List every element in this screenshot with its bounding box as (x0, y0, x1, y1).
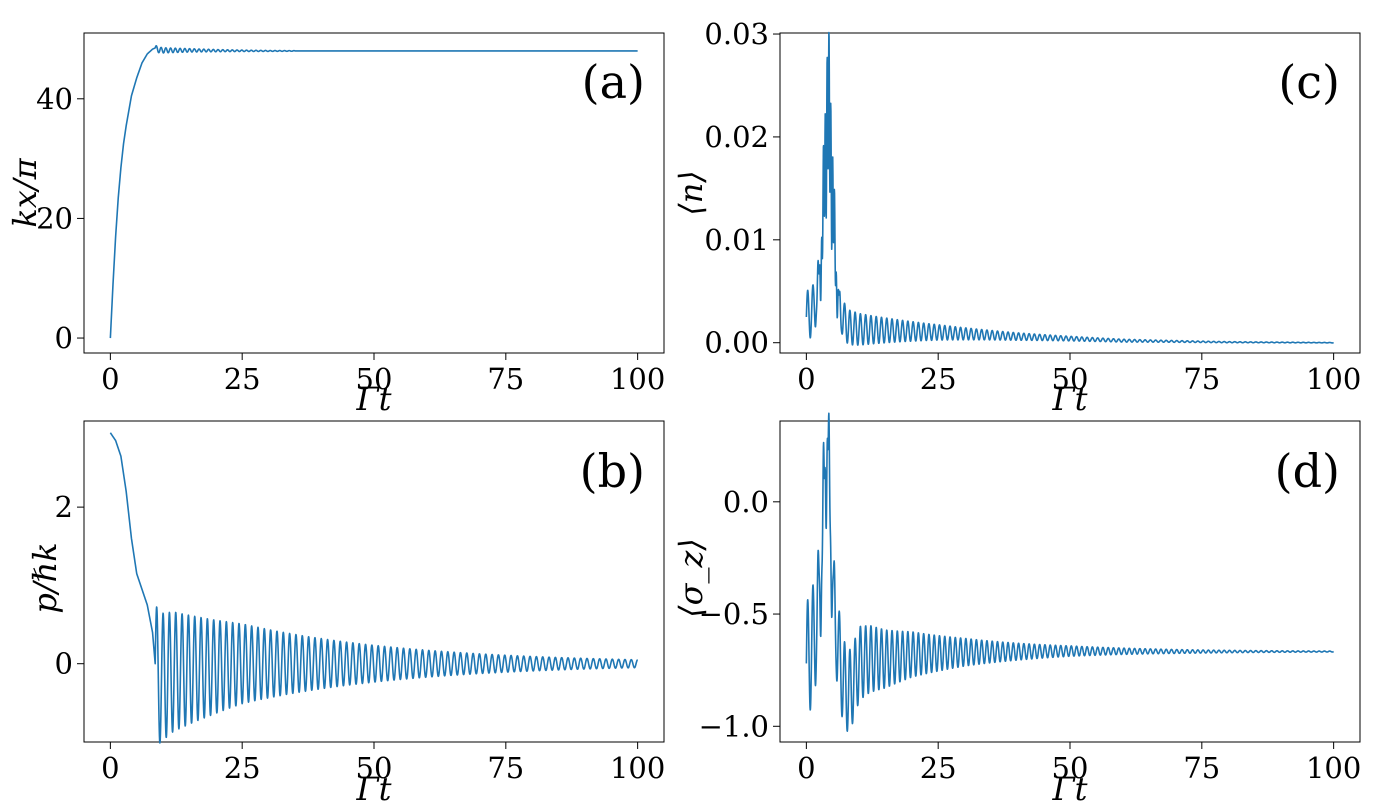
panel-a-ylabel: kx/π (6, 157, 44, 227)
panel-b-ytick-label: 0 (55, 647, 73, 681)
panel-c-series (805, 31, 1335, 346)
panel-c: 0 25 50 75 100 0.00 0.01 0.02 0.03 (c) Γt ⟨n⟩ (672, 17, 1361, 418)
panel-a-ytick-label: 0 (55, 321, 73, 355)
panel-d-xtick-label: 25 (920, 751, 957, 785)
panel-b-ylabel: p/ℏk (26, 542, 64, 613)
panel-b-xtick-label: 25 (224, 751, 261, 785)
panel-d-xtick-label: 50 (1052, 751, 1089, 785)
panel-b-ticks: 0 25 50 75 100 0 2 (55, 490, 666, 785)
panel-d-ylabel: ⟨σ_z⟩ (672, 538, 710, 618)
panel-c-ytick-label: 0.01 (704, 223, 769, 257)
panel-c-series-line (805, 31, 1335, 346)
panel-b-xtick-label: 50 (356, 751, 393, 785)
panel-b-ytick-label: 2 (55, 490, 73, 524)
panel-a-xlabel: Γt (355, 380, 391, 418)
panel-b-label: (b) (580, 444, 645, 498)
panel-a: 0 25 50 75 100 0 20 40 (a) Γt kx/π (6, 32, 665, 418)
panel-d-ytick-label: −1.0 (699, 709, 769, 743)
panel-b-series (109, 432, 639, 744)
panel-a-ytick-label: 40 (36, 82, 73, 116)
panel-c-xtick-label: 100 (1306, 362, 1361, 396)
panel-d-xlabel: Γt (1051, 770, 1087, 808)
panel-c-ytick-label: 0.02 (704, 120, 769, 154)
panel-b-xtick-label: 100 (610, 751, 665, 785)
panel-b-xtick-label: 75 (487, 751, 524, 785)
panel-b: 0 25 50 75 100 0 2 (b) Γt p/ℏk (26, 420, 666, 808)
panel-a-ytick-label: 20 (36, 201, 73, 235)
panel-a-xtick-label: 25 (224, 362, 261, 396)
panel-d-ytick-label: −0.5 (699, 597, 769, 631)
panel-d-xtick-label: 75 (1183, 751, 1220, 785)
panel-c-xtick-label: 75 (1183, 362, 1220, 396)
panel-c-ytick-label: 0.03 (704, 17, 769, 51)
panel-d-series-line (805, 412, 1335, 732)
panel-d-ytick-label: 0.0 (723, 485, 769, 519)
panel-c-xtick-label: 50 (1052, 362, 1089, 396)
panel-a-series-line (109, 44, 639, 339)
panel-c-xlabel: Γt (1051, 380, 1087, 418)
panel-c-ytick-label: 0.00 (704, 326, 769, 360)
panel-a-xtick-label: 50 (356, 362, 393, 396)
panel-a-xtick-label: 0 (101, 362, 119, 396)
panel-d-ticks: 0 25 50 75 100 −1.0 −0.5 0.0 (699, 485, 1362, 785)
panel-b-series-line (109, 432, 639, 744)
panel-c-label: (c) (1278, 55, 1340, 109)
panel-a-xtick-label: 75 (487, 362, 524, 396)
panel-d-label: (d) (1275, 444, 1340, 498)
panel-b-xtick-label: 0 (101, 751, 119, 785)
panel-b-xlabel: Γt (355, 770, 391, 808)
panel-d-xtick-label: 100 (1306, 751, 1361, 785)
panel-a-label: (a) (582, 55, 645, 109)
panel-c-frame (779, 32, 1361, 354)
panel-d-xtick-label: 0 (797, 751, 815, 785)
panel-d-frame (779, 420, 1361, 743)
panel-a-ticks: 0 25 50 75 100 0 20 40 (36, 82, 665, 396)
panel-c-xtick-label: 0 (797, 362, 815, 396)
panel-d-series (805, 412, 1335, 732)
panel-c-xtick-label: 25 (920, 362, 957, 396)
panel-a-frame (83, 32, 665, 354)
panel-c-ylabel: ⟨n⟩ (672, 170, 710, 216)
panel-a-xtick-label: 100 (610, 362, 665, 396)
panel-c-ticks: 0 25 50 75 100 0.00 0.01 0.02 0.03 (704, 17, 1361, 396)
panel-a-series (109, 44, 639, 339)
panel-d: 0 25 50 75 100 −1.0 −0.5 0.0 (d) Γt ⟨σ_z⟩ (672, 412, 1362, 808)
